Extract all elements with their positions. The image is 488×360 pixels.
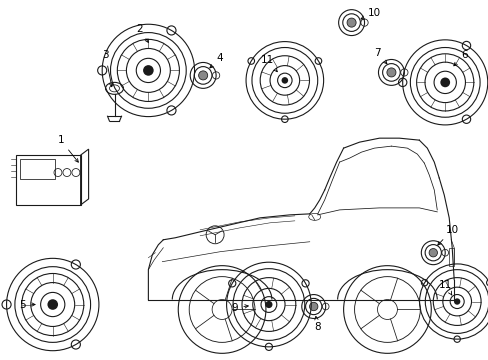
Circle shape [47, 299, 58, 310]
Bar [448, 248, 453, 266]
Text: 1: 1 [57, 135, 78, 162]
Text: 7: 7 [373, 49, 386, 64]
Circle shape [309, 302, 317, 311]
Circle shape [265, 301, 272, 308]
Circle shape [281, 77, 287, 84]
Text: 5: 5 [20, 300, 35, 310]
Text: 4: 4 [209, 54, 223, 68]
Circle shape [386, 68, 395, 77]
Circle shape [428, 248, 437, 257]
Text: 2: 2 [136, 24, 148, 42]
Bar [20, 159, 55, 179]
Text: 8: 8 [314, 316, 321, 332]
Text: 3: 3 [102, 50, 113, 87]
Text: 9: 9 [231, 302, 248, 312]
Circle shape [198, 71, 207, 80]
Bar [16, 155, 81, 205]
Text: 6: 6 [453, 50, 467, 66]
Text: 10: 10 [360, 8, 380, 19]
Circle shape [346, 18, 355, 27]
Text: 11: 11 [261, 55, 277, 72]
Circle shape [453, 298, 459, 305]
Circle shape [439, 77, 449, 87]
Text: 11: 11 [438, 280, 451, 295]
Circle shape [143, 65, 153, 76]
Text: 10: 10 [437, 225, 458, 245]
